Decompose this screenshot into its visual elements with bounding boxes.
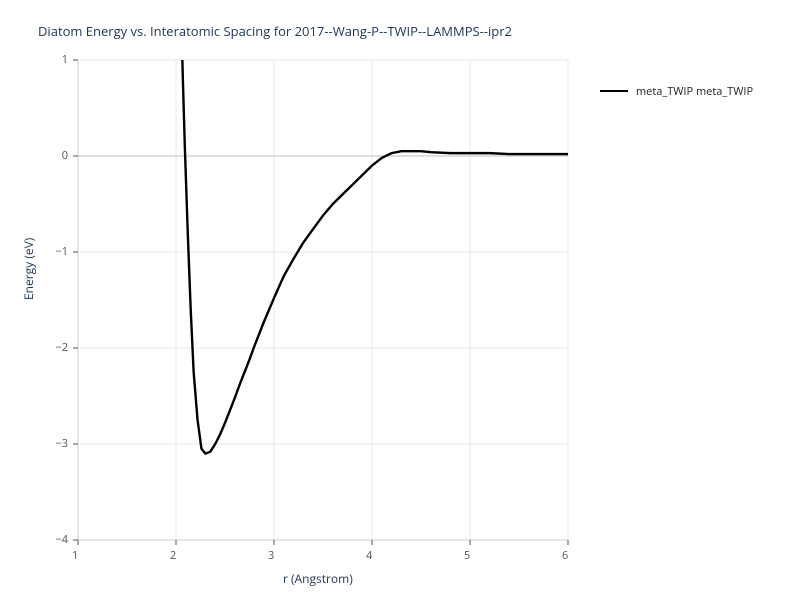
chart-container: Diatom Energy vs. Interatomic Spacing fo… [0,0,800,600]
x-axis-label: r (Angstrom) [283,570,353,587]
x-tick-label: 1 [72,548,78,563]
y-tick-label: −1 [55,244,68,259]
x-tick-label: 6 [562,548,568,563]
y-tick-label: −3 [55,436,68,451]
legend-line-icon [600,90,628,92]
y-tick-label: 0 [62,148,68,163]
y-tick-label: −4 [55,532,68,547]
x-tick-label: 4 [366,548,372,563]
x-tick-label: 5 [464,548,470,563]
y-tick-label: −2 [55,340,68,355]
x-tick-label: 3 [268,548,274,563]
legend-label: meta_TWIP meta_TWIP [636,84,753,99]
y-axis-label: Energy (eV) [20,238,37,300]
x-tick-label: 2 [170,548,176,563]
y-tick-label: 1 [62,52,68,67]
